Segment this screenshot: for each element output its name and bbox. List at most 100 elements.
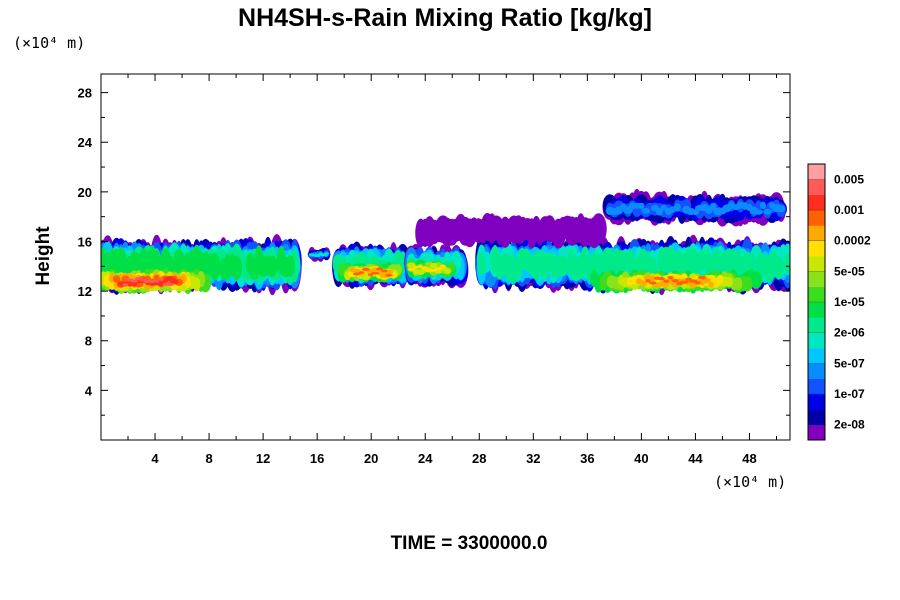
x-tick-label: 36	[580, 451, 594, 466]
field-cell	[208, 252, 221, 281]
colorbar-label: 2e-06	[834, 326, 865, 340]
colorbar-label: 0.005	[834, 172, 864, 186]
x-tick-label: 20	[364, 451, 378, 466]
x-tick-label: 48	[742, 451, 756, 466]
field-cell	[645, 279, 651, 283]
colorbar-frame	[807, 163, 826, 441]
field-cell	[671, 279, 679, 283]
y-tick-label: 28	[78, 86, 92, 101]
y-tick-label: 4	[85, 383, 93, 398]
y-unit-label: (×10⁴ m)	[13, 34, 85, 52]
mixing-ratio-field	[101, 188, 790, 296]
colorbar-cell	[808, 424, 825, 441]
colorbar-cell	[808, 348, 825, 364]
colorbar-label: 5e-07	[834, 356, 865, 370]
colorbar-cell	[808, 179, 825, 196]
colorbar-cell	[808, 286, 825, 303]
field-cell	[776, 205, 786, 213]
colorbar-label: 1e-07	[834, 387, 865, 401]
field-cell	[614, 250, 628, 273]
field-cell	[725, 276, 733, 288]
field-cell	[702, 277, 711, 284]
field-cell	[649, 281, 657, 285]
field-cell	[663, 279, 670, 283]
colorbar-cell	[808, 317, 825, 334]
colorbar: 2e-08 1e-07 5e-07 2e-06 1e-05 5e-05 0.0002 0.00…	[807, 163, 871, 441]
y-tick-label: 8	[85, 334, 92, 349]
field-cell	[385, 273, 393, 277]
colorbar-cell	[808, 210, 825, 226]
colorbar-cell	[808, 256, 825, 272]
field-cell	[708, 281, 715, 288]
field-cell	[691, 209, 699, 216]
field-cell	[655, 208, 663, 216]
field-cell	[784, 253, 790, 274]
x-tick-label: 44	[688, 451, 703, 466]
field-cell	[648, 256, 657, 278]
field-cell	[370, 271, 380, 275]
x-tick-label: 16	[310, 451, 324, 466]
field-cell	[122, 283, 129, 287]
field-cell	[112, 275, 121, 283]
y-axis-label: Height	[33, 226, 54, 286]
field-cell	[748, 252, 756, 273]
x-tick-label: 8	[205, 451, 212, 466]
colorbar-label: 0.001	[834, 203, 864, 217]
colorbar-cell	[808, 302, 825, 318]
field-cell	[115, 247, 127, 275]
field-cell	[376, 267, 384, 271]
field-cell	[639, 280, 648, 287]
field-cell	[694, 281, 701, 285]
colorbar-label: 5e-05	[834, 264, 865, 278]
field-cell	[421, 266, 429, 270]
field-cell	[763, 208, 772, 215]
field-cell	[154, 279, 160, 283]
x-unit-label: (×10⁴ m)	[714, 473, 786, 491]
x-tick-label: 40	[634, 451, 648, 466]
colorbar-cell	[808, 240, 825, 257]
field-cell	[741, 202, 748, 210]
field-cell	[641, 208, 651, 214]
field-cell	[697, 275, 707, 280]
x-tick-label: 28	[472, 451, 486, 466]
y-tick-labels: 4 8 12 16 20 24 28	[78, 86, 93, 399]
field-cell	[750, 271, 763, 289]
field-cell	[266, 255, 279, 277]
field-cell	[315, 254, 321, 257]
field-cell	[321, 254, 326, 257]
field-cell	[717, 274, 724, 283]
field-cell	[323, 252, 330, 255]
colorbar-cell	[808, 332, 825, 349]
field-cell	[430, 262, 438, 269]
field-cell	[358, 271, 364, 274]
field-cell	[158, 277, 165, 281]
field-cell	[407, 267, 416, 271]
time-label: TIME = 3300000.0	[391, 533, 548, 554]
field-cell	[148, 279, 156, 283]
x-tick-label: 4	[151, 451, 159, 466]
field-cell	[753, 209, 764, 215]
y-tick-label: 12	[78, 284, 92, 299]
colorbar-label: 2e-08	[834, 418, 865, 432]
y-tick-label: 24	[78, 135, 93, 150]
plot-frame	[100, 73, 791, 441]
field-cell	[773, 256, 784, 280]
field-cell	[443, 268, 451, 274]
field-cell	[614, 206, 623, 215]
chart-title: NH4SH-s-Rain Mixing Ratio [kg/kg]	[238, 4, 652, 32]
colorbar-cell	[808, 363, 825, 380]
field-cell	[381, 269, 388, 273]
field-cell	[361, 267, 371, 271]
field-cell	[193, 277, 201, 292]
colorbar-label: 0.0002	[834, 234, 871, 248]
y-tick-label: 20	[78, 185, 92, 200]
y-tick-label: 16	[78, 234, 92, 249]
field-cell	[658, 276, 665, 281]
colorbar-cell	[808, 164, 825, 180]
x-tick-label: 24	[418, 451, 433, 466]
colorbar-cell	[808, 194, 825, 211]
colorbar-label: 1e-05	[834, 295, 865, 309]
field-cell	[131, 279, 138, 283]
field-cell	[673, 203, 681, 212]
